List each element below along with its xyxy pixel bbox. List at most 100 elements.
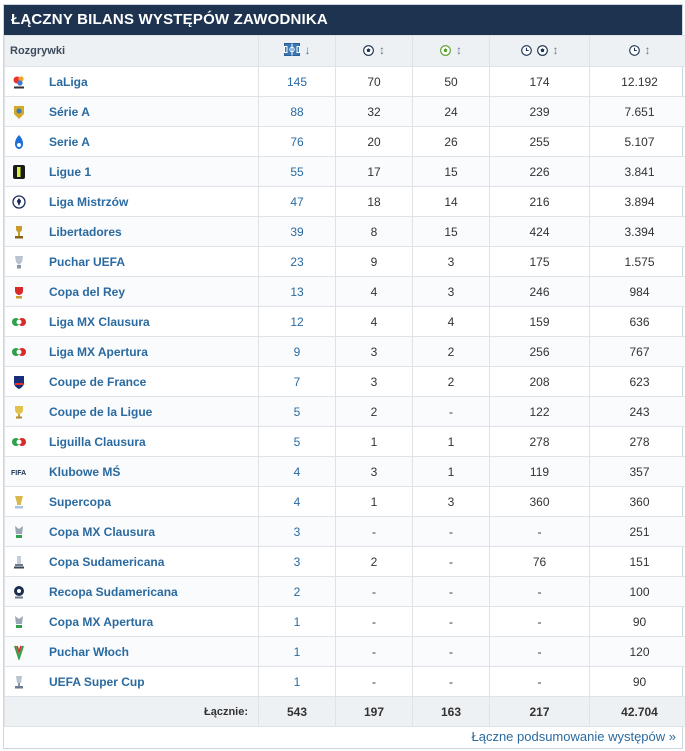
appearances-cell[interactable]: 39 (258, 216, 336, 247)
appearances-cell[interactable]: 9 (258, 336, 336, 367)
minutes-cell: 100 (589, 576, 685, 607)
competition-link[interactable]: Liga MX Clausura (49, 314, 150, 329)
competition-link[interactable]: Série A (49, 104, 90, 119)
header-competition[interactable]: Rozgrywki (4, 35, 259, 67)
appearances-cell[interactable]: 7 (258, 366, 336, 397)
coupe-de-france-logo (11, 373, 27, 391)
appearances-cell[interactable]: 76 (258, 126, 336, 157)
uefa-cup-logo (11, 253, 27, 271)
competition-link[interactable]: Coupe de France (49, 374, 147, 389)
competition-link[interactable]: Liga Mistrzów (49, 194, 129, 209)
competition-link[interactable]: Copa MX Apertura (49, 614, 154, 629)
copa-del-rey-logo (11, 283, 27, 301)
minutes-cell: 3.894 (589, 186, 685, 217)
minutes-cell: 623 (589, 366, 685, 397)
competition-link[interactable]: Libertadores (49, 224, 122, 239)
appearances-cell[interactable]: 4 (258, 456, 336, 487)
header-goals[interactable]: ↕ (335, 35, 413, 67)
table-row: Puchar UEFA 23 9 3 175 1.575 (4, 246, 685, 277)
assists-cell: - (412, 606, 490, 637)
competition-link[interactable]: Puchar UEFA (49, 254, 126, 269)
appearances-cell[interactable]: 5 (258, 396, 336, 427)
appearances-cell[interactable]: 1 (258, 666, 336, 697)
table-row: Coupe de la Ligue 5 2-122 243 (4, 396, 685, 427)
competition-link[interactable]: Copa del Rey (49, 284, 126, 299)
table-header-row: Rozgrywki ↓ ↕ ↕ (4, 35, 685, 67)
minutes-per-goal-cell: 216 (489, 186, 590, 217)
table-row: Série A 88 32 24 239 7.651 (4, 96, 685, 127)
goals-cell: 18 (335, 186, 413, 217)
assists-cell: 3 (412, 246, 490, 277)
goals-cell: - (335, 576, 413, 607)
header-appearances[interactable]: ↓ (258, 35, 336, 67)
appearances-cell[interactable]: 1 (258, 606, 336, 637)
assists-cell: 15 (412, 156, 490, 187)
laliga-logo (11, 73, 27, 91)
appearances-cell[interactable]: 55 (258, 156, 336, 187)
appearances-cell[interactable]: 47 (258, 186, 336, 217)
coupe-de-la-ligue-logo (11, 403, 27, 421)
svg-text:FIFA: FIFA (11, 470, 26, 477)
overall-summary-link[interactable]: Łączne podsumowanie występów » (471, 729, 676, 744)
minutes-cell: 1.575 (589, 246, 685, 277)
minutes-cell: 3.841 (589, 156, 685, 187)
competition-cell: Liga MX Clausura (4, 306, 259, 337)
competition-link[interactable]: Klubowe MŚ (49, 464, 121, 479)
minutes-per-goal-cell: - (489, 516, 590, 547)
competition-link[interactable]: Copa Sudamericana (49, 554, 165, 569)
appearances-cell[interactable]: 23 (258, 246, 336, 277)
competition-link[interactable]: Supercopa (49, 494, 112, 509)
competition-link[interactable]: Serie A (49, 134, 90, 149)
sort-icon: ↕ (552, 43, 559, 58)
minutes-per-goal-cell: 175 (489, 246, 590, 277)
appearances-cell[interactable]: 5 (258, 426, 336, 457)
appearances-cell[interactable]: 4 (258, 486, 336, 517)
competition-cell: Liga Mistrzów (4, 186, 259, 217)
pitch-icon (283, 43, 300, 57)
competition-link[interactable]: Puchar Włoch (49, 644, 130, 659)
minutes-per-goal-cell: 255 (489, 126, 590, 157)
competition-link[interactable]: Liga MX Apertura (49, 344, 148, 359)
competition-link[interactable]: Recopa Sudamericana (49, 584, 178, 599)
appearances-cell[interactable]: 13 (258, 276, 336, 307)
assists-cell: 4 (412, 306, 490, 337)
appearances-cell[interactable]: 2 (258, 576, 336, 607)
competition-cell: Puchar Włoch (4, 636, 259, 667)
sort-desc-icon: ↓ (304, 42, 311, 57)
appearances-cell[interactable]: 3 (258, 516, 336, 547)
assists-cell: - (412, 576, 490, 607)
stats-table: Rozgrywki ↓ ↕ ↕ (4, 35, 685, 727)
assists-cell: - (412, 516, 490, 547)
assists-cell: 26 (412, 126, 490, 157)
total-minutes: 42.704 (589, 696, 685, 727)
minutes-cell: 767 (589, 336, 685, 367)
competition-link[interactable]: LaLiga (49, 74, 88, 89)
competition-link[interactable]: Coupe de la Ligue (49, 404, 153, 419)
appearances-cell[interactable]: 3 (258, 546, 336, 577)
appearances-cell[interactable]: 88 (258, 96, 336, 127)
recopa-logo (11, 583, 27, 601)
minutes-per-goal-cell: - (489, 666, 590, 697)
header-minutes[interactable]: ↕ (589, 35, 685, 67)
appearances-cell[interactable]: 12 (258, 306, 336, 337)
appearances-cell[interactable]: 145 (258, 66, 336, 97)
minutes-per-goal-cell: 256 (489, 336, 590, 367)
competition-link[interactable]: Liguilla Clausura (49, 434, 146, 449)
competition-cell: LaLiga (4, 66, 259, 97)
minutes-per-goal-cell: 174 (489, 66, 590, 97)
table-row: Copa Sudamericana 3 2-76 151 (4, 546, 685, 577)
minutes-cell: 90 (589, 606, 685, 637)
ball-icon (363, 44, 374, 56)
champions-league-logo (11, 193, 27, 211)
competition-link[interactable]: UEFA Super Cup (49, 674, 145, 689)
header-assists[interactable]: ↕ (412, 35, 490, 67)
appearances-cell[interactable]: 1 (258, 636, 336, 667)
minutes-cell: 120 (589, 636, 685, 667)
assists-cell: 14 (412, 186, 490, 217)
clock-icon (628, 44, 640, 56)
goals-cell: 8 (335, 216, 413, 247)
goals-cell: 2 (335, 546, 413, 577)
header-minutes-per-goal[interactable]: ↕ (489, 35, 590, 67)
competition-link[interactable]: Ligue 1 (49, 164, 92, 179)
competition-link[interactable]: Copa MX Clausura (49, 524, 156, 539)
